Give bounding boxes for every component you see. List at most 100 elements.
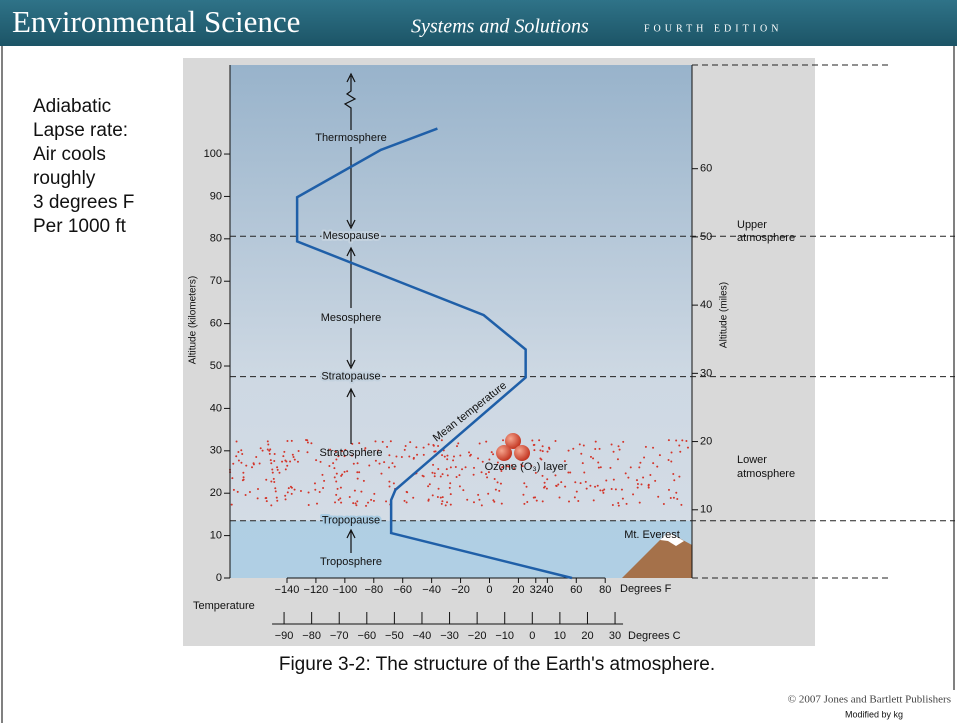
ozone-molecule bbox=[514, 445, 530, 461]
ozone-dot bbox=[433, 445, 435, 447]
ozone-dot bbox=[297, 461, 299, 463]
ozone-dot bbox=[367, 502, 369, 504]
ozone-dot bbox=[265, 497, 267, 499]
ozone-dot bbox=[237, 491, 239, 493]
ozone-dot bbox=[627, 477, 629, 479]
ozone-dot bbox=[354, 490, 356, 492]
ozone-dot bbox=[481, 504, 483, 506]
ozone-dot bbox=[385, 500, 387, 502]
boundary-label: Tropopause bbox=[322, 515, 380, 527]
ozone-dot bbox=[441, 454, 443, 456]
ozone-dot bbox=[482, 461, 484, 463]
ozone-dot bbox=[267, 440, 269, 442]
ozone-dot bbox=[266, 500, 268, 502]
ozone-dot bbox=[446, 501, 448, 503]
ozone-dot bbox=[546, 488, 548, 490]
ozone-dot bbox=[358, 442, 360, 444]
ozone-dot bbox=[593, 499, 595, 501]
ozone-dot bbox=[477, 457, 479, 459]
ozone-dot bbox=[465, 466, 467, 468]
ozone-dot bbox=[600, 466, 602, 468]
ozone-dot bbox=[447, 474, 449, 476]
y2-tick-label: 40 bbox=[700, 299, 712, 311]
ozone-dot bbox=[276, 500, 278, 502]
ozone-dot bbox=[235, 455, 237, 457]
ozone-dot bbox=[240, 449, 242, 451]
x2-tick-label: −70 bbox=[330, 630, 349, 642]
ozone-dot bbox=[564, 486, 566, 488]
ozone-dot bbox=[413, 457, 415, 459]
ozone-dot bbox=[379, 463, 381, 465]
ozone-dot bbox=[283, 451, 285, 453]
ozone-dot bbox=[446, 458, 448, 460]
ozone-dot bbox=[316, 503, 318, 505]
region-label: Upper bbox=[737, 219, 767, 231]
ozone-dot bbox=[349, 496, 351, 498]
ozone-dot bbox=[676, 498, 678, 500]
ozone-dot bbox=[431, 472, 433, 474]
ozone-dot bbox=[544, 482, 546, 484]
note-line: Air cools bbox=[33, 144, 106, 165]
ozone-dot bbox=[270, 459, 272, 461]
ozone-dot bbox=[599, 489, 601, 491]
ozone-dot bbox=[286, 465, 288, 467]
ozone-dot bbox=[257, 497, 259, 499]
ozone-dot bbox=[542, 500, 544, 502]
ozone-dot bbox=[291, 493, 293, 495]
ozone-dot bbox=[434, 475, 436, 477]
ozone-dot bbox=[353, 463, 355, 465]
ozone-dot bbox=[444, 456, 446, 458]
ozone-dot bbox=[314, 489, 316, 491]
ozone-dot bbox=[277, 469, 279, 471]
ozone-dot bbox=[663, 503, 665, 505]
ozone-dot bbox=[274, 453, 276, 455]
x2-tick-label: −50 bbox=[385, 630, 404, 642]
ozone-dot bbox=[290, 486, 292, 488]
ozone-dot bbox=[468, 451, 470, 453]
x-tick-label: 20 bbox=[512, 584, 524, 596]
ozone-dot bbox=[681, 439, 683, 441]
ozone-dot bbox=[680, 504, 682, 506]
ozone-dot bbox=[638, 466, 640, 468]
ozone-dot bbox=[404, 500, 406, 502]
ozone-dot bbox=[453, 456, 455, 458]
ozone-dot bbox=[289, 460, 291, 462]
ozone-dot bbox=[648, 485, 650, 487]
ozone-dot bbox=[265, 479, 267, 481]
x-tick-label: 80 bbox=[599, 584, 611, 596]
x2-tick-label: −30 bbox=[440, 630, 459, 642]
ozone-dot bbox=[539, 449, 541, 451]
ozone-dot bbox=[427, 485, 429, 487]
ozone-dot bbox=[323, 480, 325, 482]
note-line: roughly bbox=[33, 168, 96, 189]
ozone-dot bbox=[390, 440, 392, 442]
ozone-dot bbox=[639, 502, 641, 504]
ozone-dot bbox=[292, 454, 294, 456]
ozone-dot bbox=[479, 442, 481, 444]
ozone-dot bbox=[368, 464, 370, 466]
ozone-dot bbox=[654, 480, 656, 482]
ozone-dot bbox=[245, 465, 247, 467]
ozone-dot bbox=[315, 459, 317, 461]
ozone-dot bbox=[445, 504, 447, 506]
slide: Environmental Science Systems and Soluti… bbox=[0, 0, 957, 723]
ozone-dot bbox=[652, 462, 654, 464]
ozone-dot bbox=[456, 476, 458, 478]
ozone-dot bbox=[271, 469, 273, 471]
ozone-dot bbox=[491, 451, 493, 453]
ozone-dot bbox=[569, 471, 571, 473]
ozone-dot bbox=[577, 500, 579, 502]
ozone-dot bbox=[609, 467, 611, 469]
region-label: atmosphere bbox=[737, 468, 795, 480]
ozone-dot bbox=[470, 454, 472, 456]
ozone-dot bbox=[630, 466, 632, 468]
ozone-dot bbox=[298, 450, 300, 452]
x2-tick-label: −80 bbox=[302, 630, 321, 642]
ozone-dot bbox=[393, 482, 395, 484]
ozone-dot bbox=[285, 498, 287, 500]
x2-axis-label: Degrees C bbox=[628, 630, 681, 642]
ozone-dot bbox=[641, 483, 643, 485]
ozone-dot bbox=[642, 477, 644, 479]
ozone-dot bbox=[285, 468, 287, 470]
ozone-dot bbox=[388, 454, 390, 456]
